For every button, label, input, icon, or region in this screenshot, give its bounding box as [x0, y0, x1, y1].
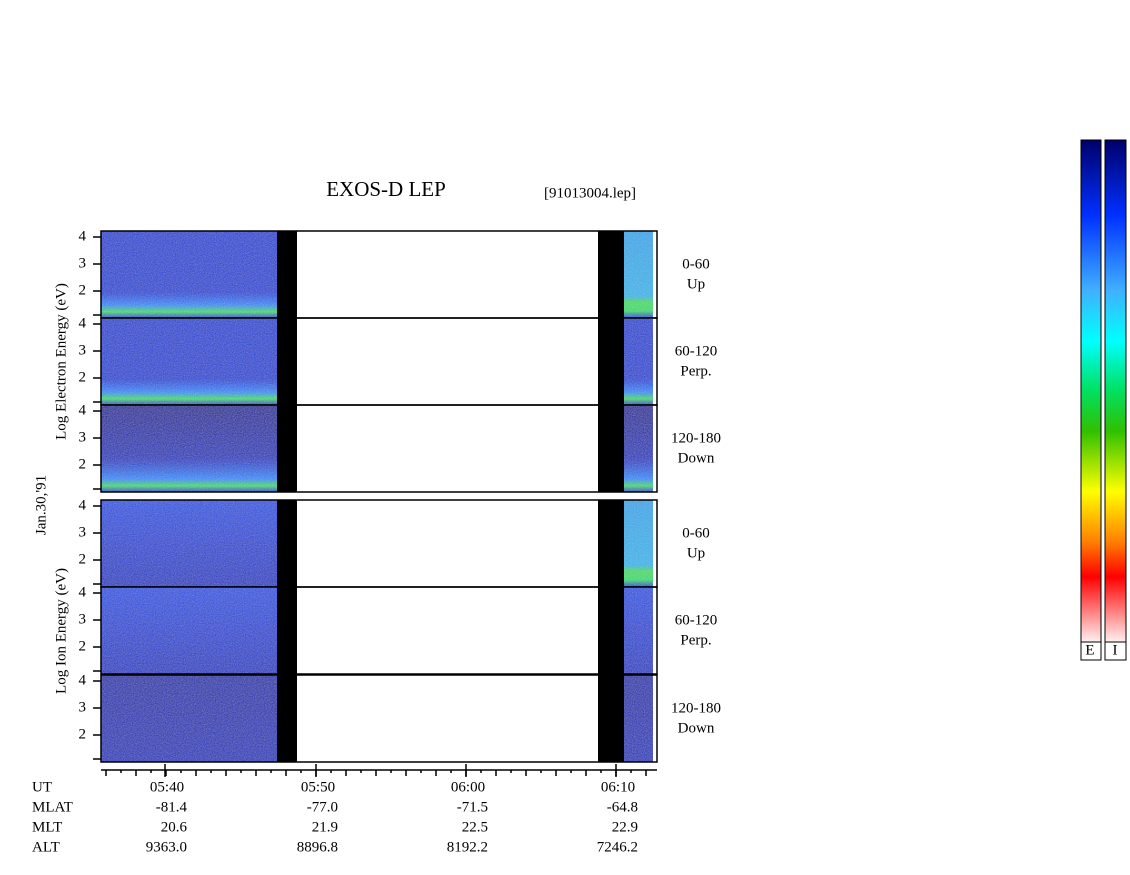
data-gap [598, 318, 624, 405]
y-tick-label: 3 [79, 699, 87, 715]
y-tick-label: 4 [79, 584, 87, 600]
y-tick-label: 3 [79, 342, 87, 358]
spectrogram [101, 675, 277, 762]
row-value: -71.5 [457, 799, 488, 815]
x-tick-label: 05:40 [150, 779, 184, 795]
title: EXOS-D LEP [326, 177, 446, 201]
row-value: 7246.2 [597, 839, 638, 855]
y-tick-label: 3 [79, 429, 87, 445]
panel-frame [100, 674, 658, 763]
row-value: 21.9 [312, 819, 338, 835]
colorbar [1104, 139, 1127, 643]
row-value: -81.4 [156, 799, 188, 815]
panel-direction: Down [678, 450, 715, 466]
row-value: 22.9 [612, 819, 638, 835]
row-value: 20.6 [161, 819, 188, 835]
panel-range: 120-180 [671, 430, 721, 446]
spectrogram [101, 318, 277, 405]
panel-frame [100, 404, 658, 493]
spectrogram [624, 231, 653, 318]
data-gap [277, 500, 297, 587]
panel-direction: Up [687, 276, 705, 292]
y-tick-label: 2 [79, 456, 87, 472]
row-label: MLT [32, 819, 62, 835]
row-value: -64.8 [607, 799, 638, 815]
data-gap [598, 500, 624, 587]
panel-direction: Perp. [680, 363, 711, 379]
file-name: [91013004.lep] [544, 185, 636, 201]
data-gap [277, 405, 297, 492]
y-tick-label: 2 [79, 551, 87, 567]
data-gap [277, 318, 297, 405]
spectrogram [624, 500, 653, 587]
y-tick-label: 4 [79, 315, 87, 331]
spectrogram [101, 587, 277, 674]
data-gap [277, 675, 297, 762]
row-value: -77.0 [307, 799, 338, 815]
panel-direction: Down [678, 720, 715, 736]
colorbar-box [1080, 641, 1102, 661]
spectrogram [101, 500, 277, 587]
y-axis-label: Log Ion Energy (eV) [53, 568, 69, 694]
row-label: UT [32, 779, 52, 795]
spectrogram [101, 231, 277, 318]
panel-range: 60-120 [675, 343, 718, 359]
y-tick-label: 3 [79, 611, 87, 627]
data-gap [598, 587, 624, 674]
y-tick-label: 2 [79, 282, 87, 298]
y-tick-label: 2 [79, 369, 87, 385]
x-tick-label: 06:00 [451, 779, 485, 795]
y-tick-label: 3 [79, 524, 87, 540]
date: Jan.30,'91 [33, 475, 49, 535]
y-tick-label: 4 [79, 672, 87, 688]
colorbar [1080, 139, 1102, 643]
y-tick-label: 4 [79, 402, 87, 418]
data-gap [277, 587, 297, 674]
colorbar-label: E [1085, 642, 1094, 658]
spectrogram [624, 675, 653, 762]
panel-direction: Up [687, 545, 705, 561]
y-tick-label: 4 [79, 497, 87, 513]
y-tick-label: 4 [79, 228, 87, 244]
x-tick-label: 06:10 [601, 779, 635, 795]
row-label: MLAT [32, 799, 73, 815]
colorbar-label: I [1113, 642, 1118, 658]
colorbar-box [1104, 641, 1127, 661]
row-value: 9363.0 [146, 839, 187, 855]
x-tick-label: 05:50 [301, 779, 335, 795]
panel-frame [100, 586, 658, 675]
row-value: 8896.8 [297, 839, 338, 855]
spectrogram [624, 405, 653, 492]
row-value: 8192.2 [447, 839, 488, 855]
data-gap [598, 675, 624, 762]
data-gap [277, 231, 297, 318]
y-tick-label: 3 [79, 255, 87, 271]
row-value: 22.5 [462, 819, 488, 835]
row-label: ALT [32, 839, 60, 855]
panel-range: 0-60 [682, 256, 710, 272]
y-tick-label: 2 [79, 726, 87, 742]
panel-range: 120-180 [671, 700, 721, 716]
panel-direction: Perp. [680, 632, 711, 648]
data-gap [598, 405, 624, 492]
panel-range: 0-60 [682, 525, 710, 541]
spectrogram [624, 318, 653, 405]
spectrogram [624, 587, 653, 674]
y-axis-label: Log Electron Energy (eV) [53, 283, 69, 440]
spectrogram [101, 405, 277, 492]
panel-range: 60-120 [675, 612, 718, 628]
data-gap [598, 231, 624, 318]
y-tick-label: 2 [79, 638, 87, 654]
